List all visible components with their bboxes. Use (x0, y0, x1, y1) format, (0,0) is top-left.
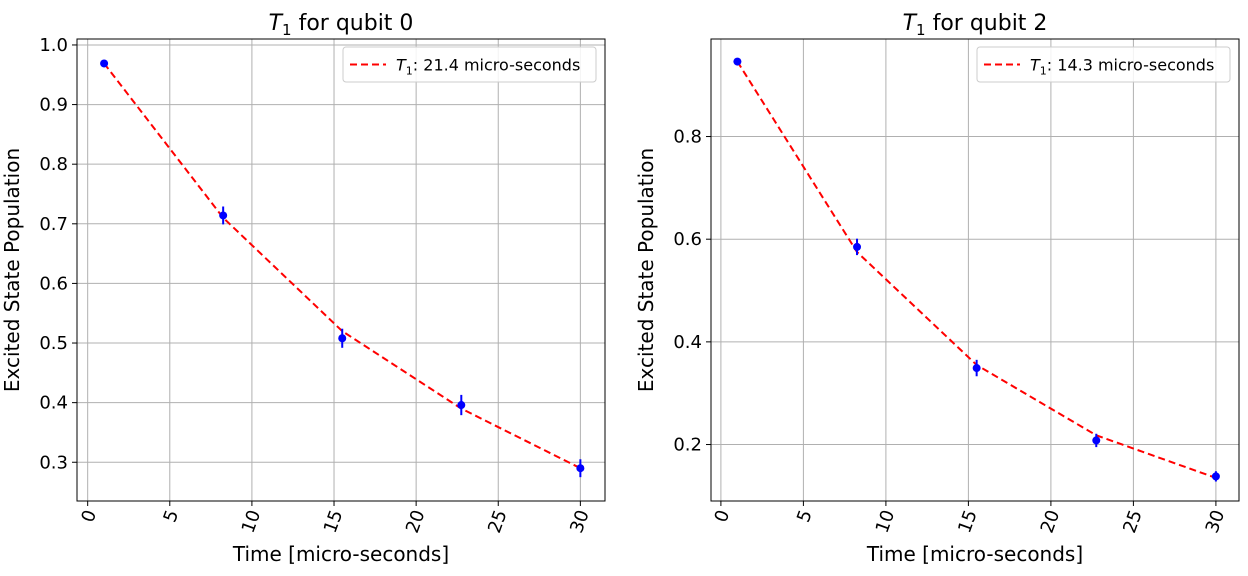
data-point-4 (1211, 472, 1220, 481)
x-tick-label-0: 0 (711, 507, 735, 525)
x-tick-label-1: 5 (160, 507, 184, 525)
x-tick-label-0: 0 (77, 507, 101, 525)
chart-panel-0: 0 5 10 15 20 25 30 0.3 0.4 0.5 0.6 0.7 0.8 0.9 1.0 T1 f… (0, 11, 606, 566)
data-point-3 (1092, 436, 1101, 445)
y-tick-label-3: 0.8 (673, 127, 702, 148)
y-tick-label-1: 0.4 (39, 393, 68, 414)
legend-box (976, 46, 1231, 83)
y-tick-label-3: 0.6 (39, 273, 68, 294)
y-tick-label-1: 0.4 (673, 332, 702, 353)
legend-box (342, 46, 597, 83)
x-tick-label-4: 20 (402, 507, 430, 536)
fit-line (736, 61, 1217, 479)
y-tick-label-5: 0.8 (39, 154, 68, 175)
x-tick-label-1: 5 (793, 507, 817, 525)
y-tick-label-0: 0.3 (39, 452, 68, 473)
data-point-3 (457, 401, 466, 410)
y-axis-label: Excited State Population (634, 148, 658, 392)
x-tick-label-4: 20 (1037, 507, 1065, 536)
x-tick-label-5: 25 (484, 507, 512, 536)
x-tick-label-3: 15 (320, 507, 348, 536)
fit-line (103, 62, 581, 470)
chart-title: T1 for qubit 2 (903, 11, 1048, 39)
y-tick-label-2: 0.5 (39, 333, 68, 354)
data-point-1 (219, 211, 228, 220)
x-axis-label: Time [micro-seconds] (232, 542, 449, 566)
data-point-0 (733, 57, 742, 66)
chart-panel-1: 0 5 10 15 20 25 30 0.2 0.4 0.6 0.8 T1 for qubit 2 Ti… (634, 11, 1240, 566)
data-point-2 (338, 334, 347, 343)
chart-title: T1 for qubit 0 (269, 11, 414, 39)
y-tick-label-7: 1.0 (39, 35, 68, 56)
data-point-1 (853, 242, 862, 251)
data-point-0 (100, 59, 109, 68)
x-tick-label-6: 30 (566, 507, 594, 536)
x-tick-label-2: 10 (238, 507, 266, 536)
y-tick-label-4: 0.7 (39, 214, 68, 235)
x-tick-label-3: 15 (954, 507, 982, 536)
x-axis-label: Time [micro-seconds] (866, 542, 1083, 566)
legend: T1: 21.4 micro-seconds (342, 46, 597, 83)
x-tick-label-5: 25 (1119, 507, 1147, 536)
y-tick-label-2: 0.6 (673, 229, 702, 250)
plot-frame (710, 38, 1240, 502)
y-tick-label-6: 0.9 (39, 95, 68, 116)
y-tick-label-0: 0.2 (673, 435, 702, 456)
y-axis-label: Excited State Population (0, 148, 24, 392)
data-point-2 (972, 364, 981, 373)
plot-frame (76, 38, 606, 502)
legend-label: T1: 21.4 micro-seconds (396, 56, 580, 78)
legend-label: T1: 14.3 micro-seconds (1030, 56, 1214, 78)
x-tick-label-6: 30 (1202, 507, 1230, 536)
legend: T1: 14.3 micro-seconds (976, 46, 1231, 83)
data-point-4 (576, 464, 585, 473)
x-tick-label-2: 10 (872, 507, 900, 536)
